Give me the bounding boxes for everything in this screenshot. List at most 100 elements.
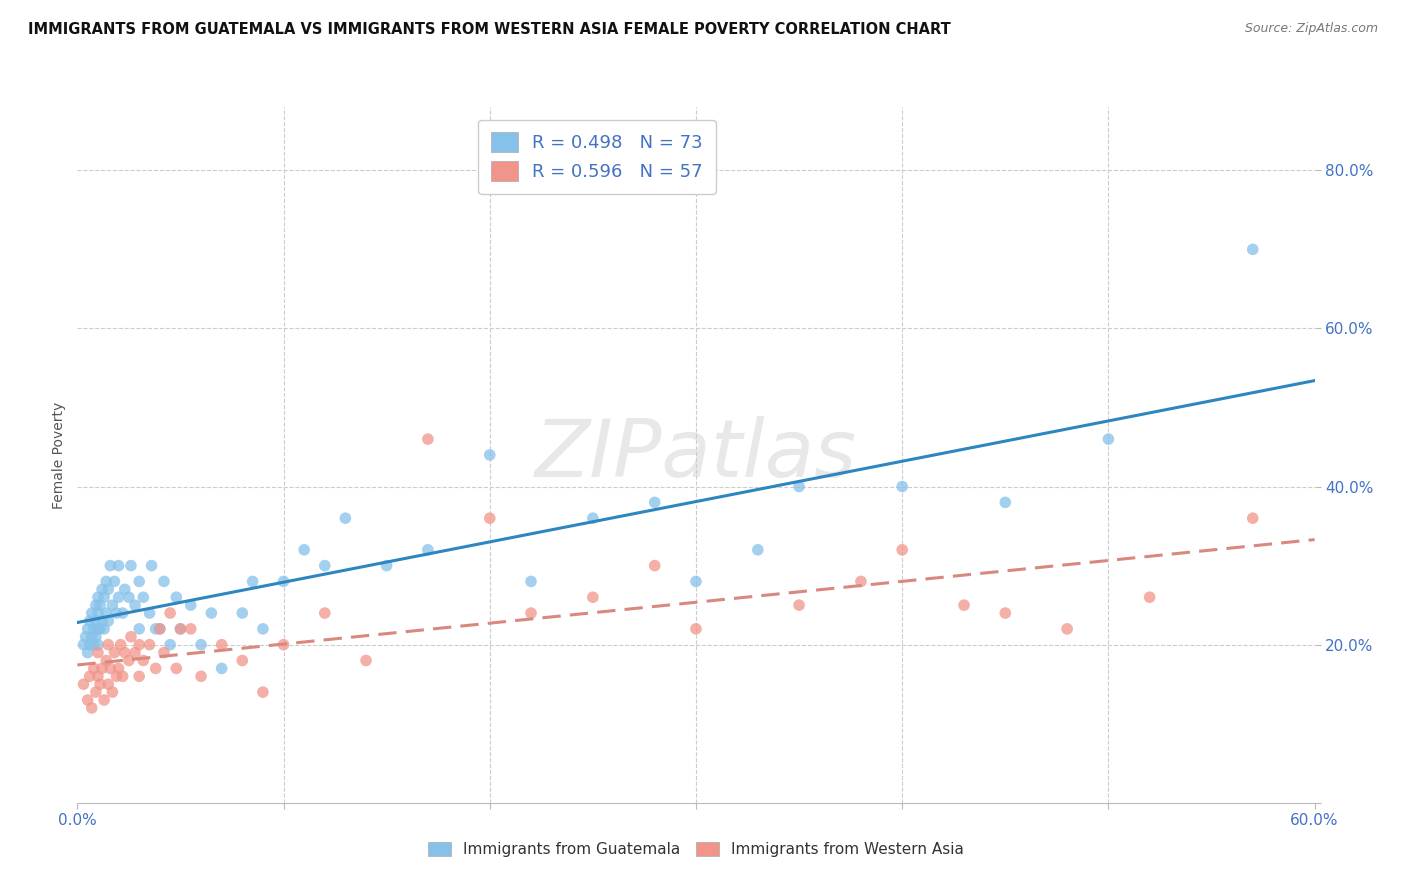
Point [138,638,160,652]
Point [79,669,101,683]
Point [242,574,264,589]
Point [416,542,439,557]
Point [114,646,136,660]
Point [87,669,110,683]
Point [314,558,336,573]
Point [107,661,129,675]
Point [96,606,118,620]
Point [84,685,107,699]
Point [416,432,439,446]
Point [1097,432,1119,446]
Point [200,606,222,620]
Point [89,677,111,691]
Point [180,598,202,612]
Point [582,511,605,525]
Point [118,653,141,667]
Legend: Immigrants from Guatemala, Immigrants from Western Asia: Immigrants from Guatemala, Immigrants fr… [420,834,972,864]
Point [87,606,110,620]
Point [159,638,181,652]
Point [87,591,110,605]
Point [91,614,114,628]
Point [93,622,115,636]
Point [89,598,111,612]
Point [76,693,98,707]
Point [520,574,543,589]
Point [849,574,872,589]
Point [103,646,125,660]
Point [118,591,141,605]
Point [101,598,124,612]
Point [110,638,132,652]
Point [93,591,115,605]
Point [91,582,114,597]
Point [747,542,769,557]
Point [72,638,94,652]
Point [83,622,105,636]
Point [80,630,103,644]
Point [685,574,707,589]
Point [105,669,128,683]
Point [107,558,129,573]
Point [97,677,120,691]
Point [96,574,118,589]
Point [644,558,666,573]
Point [787,598,810,612]
Point [84,614,107,628]
Point [97,614,120,628]
Text: IMMIGRANTS FROM GUATEMALA VS IMMIGRANTS FROM WESTERN ASIA FEMALE POVERTY CORRELA: IMMIGRANTS FROM GUATEMALA VS IMMIGRANTS … [28,22,950,37]
Point [87,638,110,652]
Point [335,511,357,525]
Point [145,661,167,675]
Point [165,661,187,675]
Point [128,622,150,636]
Point [211,638,233,652]
Point [103,574,125,589]
Point [273,574,295,589]
Point [165,591,187,605]
Point [72,677,94,691]
Point [787,479,810,493]
Point [478,511,501,525]
Point [128,638,150,652]
Point [91,661,114,675]
Point [1241,243,1264,257]
Y-axis label: Female Poverty: Female Poverty [52,401,66,508]
Point [994,495,1017,509]
Point [644,495,666,509]
Point [98,558,121,573]
Point [145,622,167,636]
Point [953,598,976,612]
Point [79,638,101,652]
Point [153,574,176,589]
Point [83,661,105,675]
Point [180,622,202,636]
Point [128,574,150,589]
Point [354,653,377,667]
Point [124,646,146,660]
Point [132,653,155,667]
Point [891,542,914,557]
Point [190,669,212,683]
Point [478,448,501,462]
Point [211,661,233,675]
Point [87,646,110,660]
Point [101,685,124,699]
Point [89,622,111,636]
Point [1139,591,1161,605]
Point [97,638,120,652]
Point [98,661,121,675]
Point [75,630,97,644]
Point [114,582,136,597]
Point [159,606,181,620]
Point [138,606,160,620]
Point [111,606,134,620]
Point [149,622,172,636]
Point [111,669,134,683]
Point [83,638,105,652]
Text: ZIPatlas: ZIPatlas [534,416,858,494]
Point [141,558,163,573]
Text: Source: ZipAtlas.com: Source: ZipAtlas.com [1244,22,1378,36]
Point [84,630,107,644]
Point [84,598,107,612]
Point [314,606,336,620]
